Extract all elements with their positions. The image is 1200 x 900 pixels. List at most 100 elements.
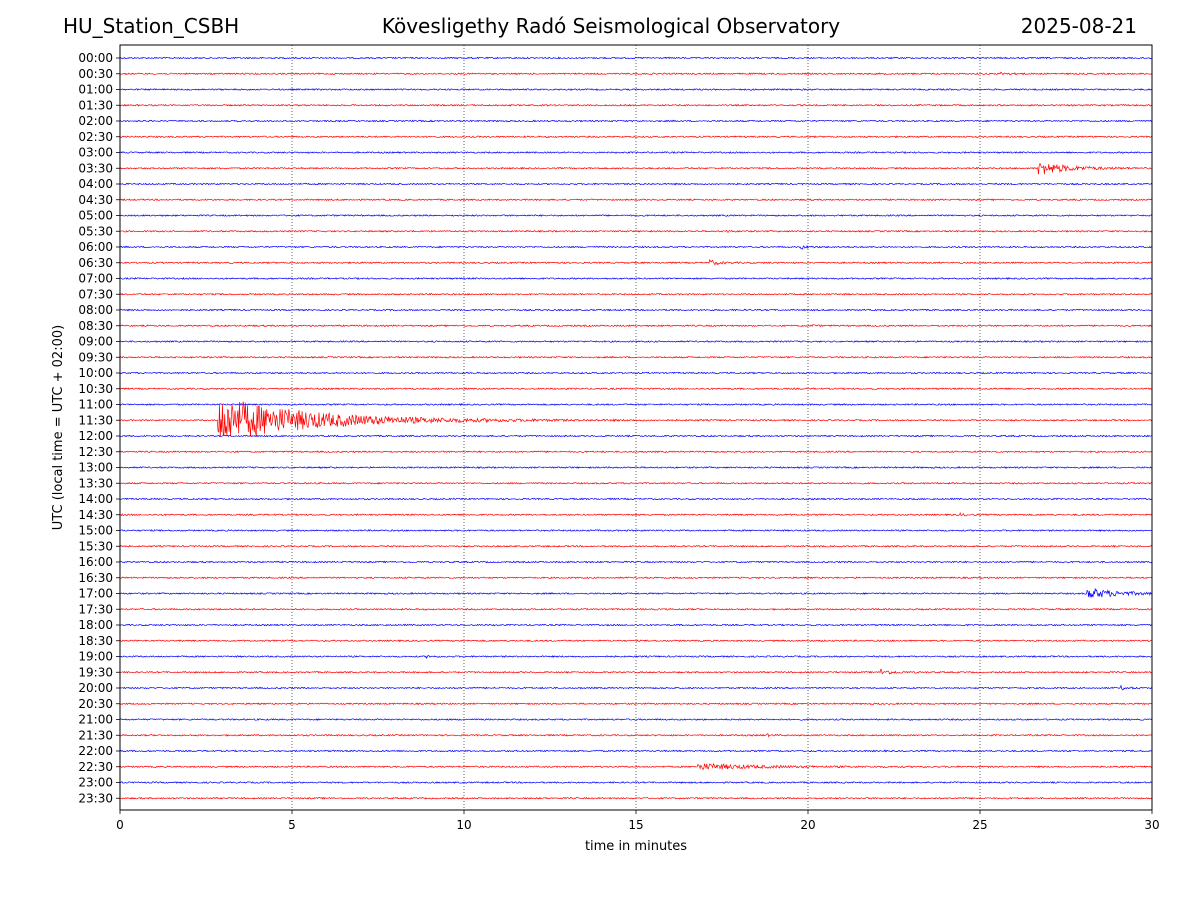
trace-2030 bbox=[119, 702, 1153, 706]
trace-group bbox=[119, 56, 1153, 800]
trace-0700 bbox=[119, 277, 1153, 280]
trace-1300 bbox=[119, 466, 1153, 469]
y-tick-label: 00:00 bbox=[78, 51, 113, 65]
x-axis-label: time in minutes bbox=[585, 839, 687, 854]
trace-1200 bbox=[119, 434, 1153, 438]
trace-2330 bbox=[119, 796, 1153, 800]
trace-0800 bbox=[119, 308, 1153, 312]
y-tick-label: 20:30 bbox=[78, 697, 113, 711]
y-tick-label: 07:00 bbox=[78, 272, 113, 286]
y-tick-label: 22:30 bbox=[78, 760, 113, 774]
y-tick-label: 11:00 bbox=[78, 398, 113, 412]
y-tick-label: 04:30 bbox=[78, 193, 113, 207]
y-tick-label: 03:00 bbox=[78, 146, 113, 160]
trace-1100 bbox=[119, 403, 1153, 406]
x-tick-label: 25 bbox=[972, 818, 987, 832]
trace-0100 bbox=[119, 88, 1153, 91]
trace-1330 bbox=[119, 481, 1153, 485]
trace-0630 bbox=[119, 258, 1153, 266]
y-tick-label: 18:00 bbox=[78, 618, 113, 632]
trace-1030 bbox=[119, 387, 1153, 391]
y-tick-label: 09:00 bbox=[78, 335, 113, 349]
y-tick-label: 15:00 bbox=[78, 524, 113, 538]
y-tick-label: 13:00 bbox=[78, 461, 113, 475]
trace-2230 bbox=[119, 762, 1153, 771]
y-tick-label: 18:30 bbox=[78, 634, 113, 648]
y-tick-label: 06:30 bbox=[78, 256, 113, 270]
trace-1830 bbox=[119, 639, 1153, 643]
trace-1900 bbox=[119, 655, 1153, 660]
y-tick-label: 10:00 bbox=[78, 366, 113, 380]
x-tick-label: 5 bbox=[288, 818, 296, 832]
y-tick-label: 23:30 bbox=[78, 791, 113, 805]
y-tick-label: 05:00 bbox=[78, 209, 113, 223]
trace-1230 bbox=[119, 450, 1153, 454]
y-tick-label: 02:00 bbox=[78, 114, 113, 128]
trace-1930 bbox=[119, 668, 1153, 675]
y-tick-label: 19:00 bbox=[78, 650, 113, 664]
y-tick-label: 00:30 bbox=[78, 67, 113, 81]
trace-2200 bbox=[119, 749, 1153, 753]
trace-0830 bbox=[119, 324, 1153, 328]
y-tick-label: 11:30 bbox=[78, 413, 113, 427]
chart-title: Kövesligethy Radó Seismological Observat… bbox=[381, 14, 841, 38]
y-tick-label: 08:30 bbox=[78, 319, 113, 333]
trace-2100 bbox=[119, 718, 1153, 721]
y-tick-label: 22:00 bbox=[78, 744, 113, 758]
y-tick-label: 17:30 bbox=[78, 602, 113, 616]
x-tick-label: 30 bbox=[1144, 818, 1159, 832]
trace-0430 bbox=[119, 198, 1153, 202]
trace-0400 bbox=[119, 182, 1153, 186]
y-axis-label: UTC (local time = UTC + 02:00) bbox=[51, 325, 66, 530]
trace-1500 bbox=[119, 529, 1153, 532]
trace-1730 bbox=[119, 607, 1153, 611]
trace-1630 bbox=[119, 576, 1153, 580]
trace-0530 bbox=[119, 229, 1153, 233]
trace-0200 bbox=[119, 119, 1153, 123]
y-tick-label: 08:00 bbox=[78, 303, 113, 317]
trace-1530 bbox=[119, 544, 1153, 548]
station-title: HU_Station_CSBH bbox=[63, 14, 240, 38]
y-tick-label: 01:00 bbox=[78, 83, 113, 97]
x-tick-label: 15 bbox=[628, 818, 643, 832]
trace-0030 bbox=[119, 71, 1153, 76]
y-tick-label: 16:30 bbox=[78, 571, 113, 585]
trace-1130 bbox=[119, 401, 1153, 437]
trace-0300 bbox=[119, 151, 1153, 154]
trace-1400 bbox=[119, 497, 1153, 501]
y-tick-label: 04:00 bbox=[78, 177, 113, 191]
trace-0900 bbox=[119, 340, 1153, 343]
y-tick-label: 19:30 bbox=[78, 665, 113, 679]
trace-2000 bbox=[119, 684, 1153, 691]
x-tick-label: 20 bbox=[800, 818, 815, 832]
trace-1600 bbox=[119, 560, 1153, 564]
trace-1700 bbox=[119, 587, 1153, 599]
y-tick-label: 12:00 bbox=[78, 429, 113, 443]
y-tick-label: 16:00 bbox=[78, 555, 113, 569]
trace-2300 bbox=[119, 781, 1153, 784]
y-tick-label: 23:00 bbox=[78, 776, 113, 790]
trace-0600 bbox=[119, 244, 1153, 250]
y-tick-label: 21:00 bbox=[78, 713, 113, 727]
y-tick-label: 14:30 bbox=[78, 508, 113, 522]
y-tick-label: 20:00 bbox=[78, 681, 113, 695]
trace-0500 bbox=[119, 214, 1153, 217]
y-tick-label: 14:00 bbox=[78, 492, 113, 506]
y-tick-label: 01:30 bbox=[78, 98, 113, 112]
y-tick-label: 15:30 bbox=[78, 539, 113, 553]
y-tick-label: 12:30 bbox=[78, 445, 113, 459]
y-tick-label: 06:00 bbox=[78, 240, 113, 254]
trace-0730 bbox=[119, 292, 1153, 296]
trace-1430 bbox=[119, 512, 1153, 517]
date-title: 2025-08-21 bbox=[1020, 14, 1137, 38]
y-tick-label: 09:30 bbox=[78, 350, 113, 364]
trace-1800 bbox=[119, 623, 1153, 627]
trace-0230 bbox=[119, 135, 1153, 139]
trace-0130 bbox=[119, 103, 1153, 107]
y-tick-label: 07:30 bbox=[78, 287, 113, 301]
grid-lines bbox=[291, 45, 981, 810]
trace-1000 bbox=[119, 371, 1153, 375]
x-tick-label: 0 bbox=[116, 818, 124, 832]
